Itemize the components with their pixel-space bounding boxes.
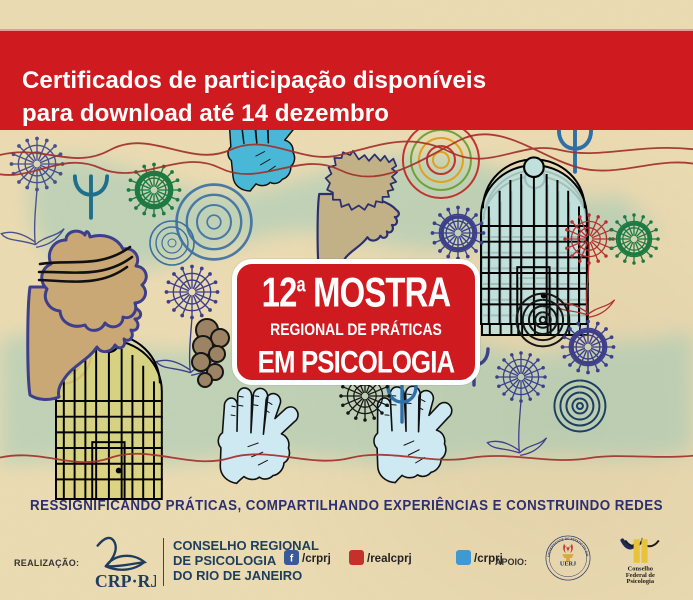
svg-text:UERJ: UERJ: [560, 561, 576, 568]
svg-text:Psicologia: Psicologia: [627, 578, 655, 585]
svg-text:UNIVERSIDADE DO ESTADO DO RIO: UNIVERSIDADE DO ESTADO DO RIO DE JANEIRO: [544, 534, 589, 557]
svg-text:CRP·RJ: CRP·RJ: [95, 571, 156, 591]
